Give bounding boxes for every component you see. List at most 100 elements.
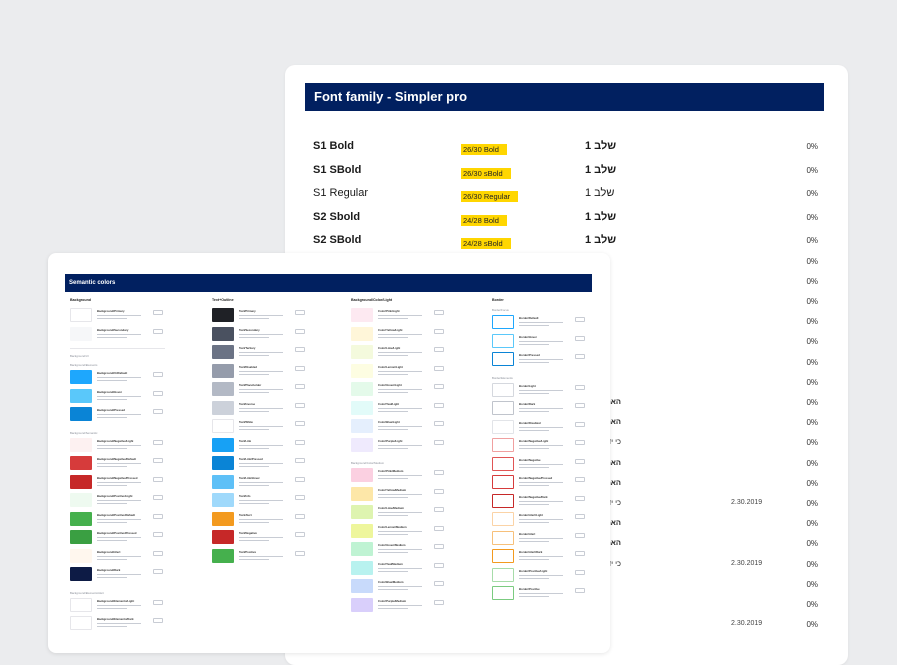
- color-token: Border/Light: [492, 382, 610, 402]
- token-name: Color/Purple/Medium: [378, 598, 407, 603]
- token-description: [239, 315, 283, 316]
- letter-spacing-value: 0%: [806, 337, 818, 347]
- group-label: Background/Elements: [70, 363, 98, 367]
- type-row: 0%: [313, 353, 818, 375]
- letter-spacing-value: 0%: [806, 539, 818, 549]
- color-token: Border/Alert: [492, 530, 610, 550]
- token-description: [239, 463, 283, 464]
- color-token: Background/Dark: [70, 567, 202, 586]
- letter-spacing-value: 0%: [806, 478, 818, 488]
- token-description: [519, 593, 563, 594]
- color-swatch: [70, 493, 92, 507]
- token-description: [378, 512, 422, 513]
- token-description: [378, 515, 408, 516]
- letter-spacing-value: 0%: [806, 438, 818, 448]
- token-tag: [575, 354, 585, 359]
- token-description: [378, 530, 422, 532]
- token-name: Color/Blue/Medium: [378, 580, 404, 584]
- color-swatch: [492, 586, 514, 600]
- token-name: Border/Light: [519, 383, 536, 388]
- color-column: Background/Color/Light Color/Pink/Light Co…: [351, 298, 483, 616]
- color-token: Background/Alert: [70, 548, 202, 568]
- color-column: Text+Outline Text/Primary Text/Secondary Te…: [212, 298, 344, 567]
- token-tag: [434, 402, 444, 408]
- token-tag: [575, 532, 585, 538]
- color-token: Color/Lime/Light: [351, 345, 483, 364]
- token-description: [519, 519, 563, 520]
- token-tag: [434, 384, 444, 389]
- token-description: [97, 558, 127, 560]
- token-tag: [153, 390, 163, 396]
- token-description: [519, 500, 563, 502]
- token-description: [97, 315, 141, 316]
- token-tag: [295, 347, 305, 352]
- token-name: Border/Alert/Dark: [519, 550, 543, 554]
- token-tag: [575, 403, 585, 408]
- token-description: [378, 586, 422, 587]
- token-description: [97, 518, 141, 520]
- token-description: [239, 389, 283, 390]
- token-tag: [153, 618, 163, 623]
- token-tag: [295, 532, 305, 537]
- color-swatch: [492, 438, 514, 452]
- token-description: [239, 318, 269, 319]
- token-name: Text/Link: [239, 438, 252, 443]
- token-description: [519, 503, 549, 505]
- color-token: Border/Positive/Light: [492, 567, 610, 587]
- token-name: Border/Disabled: [519, 420, 541, 425]
- letter-spacing-value: 0%: [806, 498, 818, 508]
- token-description: [239, 558, 269, 560]
- color-token: Color/Green/Medium: [351, 542, 483, 561]
- token-tag: [295, 439, 305, 445]
- color-token: Text/Secondary: [212, 326, 344, 346]
- token-tag: [153, 476, 163, 482]
- token-description: [239, 521, 269, 523]
- token-description: [519, 482, 563, 483]
- type-date: 2.30.2019: [731, 498, 763, 506]
- token-description: [97, 604, 141, 606]
- color-token: Text/Link/Hover: [212, 474, 344, 494]
- token-name: Color/Teal/Light: [378, 401, 400, 406]
- color-swatch: [212, 437, 234, 452]
- token-description: [97, 607, 127, 609]
- token-tag: [153, 409, 163, 414]
- token-name: Text/Placeholder: [239, 383, 262, 387]
- token-description: [97, 500, 141, 501]
- token-name: Color/Blue/Light: [378, 420, 400, 424]
- token-description: [378, 370, 422, 372]
- token-tag: [434, 328, 444, 334]
- type-row: S2 SBold 24/28 sBold שלב 1 0%: [313, 231, 818, 253]
- token-description: [97, 540, 127, 541]
- token-tag: [434, 439, 444, 445]
- token-name: Text/Info: [239, 494, 251, 498]
- color-token: Background/Negative/Default: [70, 456, 202, 475]
- type-sample: שלב 1: [585, 187, 615, 199]
- token-name: Color/Teal/Medium: [378, 561, 403, 566]
- token-description: [519, 537, 563, 539]
- token-name: Text/Inverse: [239, 401, 256, 406]
- token-description: [519, 445, 563, 446]
- color-swatch: [70, 456, 92, 470]
- token-tag: [575, 495, 585, 501]
- letter-spacing-value: 0%: [806, 236, 818, 245]
- token-description: [97, 336, 127, 338]
- color-token: Background/Pressed: [70, 407, 202, 426]
- token-tag: [434, 488, 444, 494]
- token-name: Background/Primary: [97, 309, 125, 313]
- color-swatch: [351, 363, 373, 378]
- type-row: 0%: [313, 575, 818, 597]
- token-description: [519, 429, 549, 431]
- token-name: Border/Negative/Dark: [519, 494, 548, 499]
- token-name: Border/Negative: [519, 457, 541, 462]
- token-description: [239, 355, 269, 356]
- semantic-colors-card: Semantic colors Background Background/Pri…: [48, 253, 610, 653]
- token-description: [239, 336, 269, 338]
- token-description: [239, 373, 269, 375]
- type-row: 0%: [313, 312, 818, 334]
- token-name: Border/Negative/Light: [519, 439, 549, 443]
- color-token: Border/Default: [492, 315, 610, 334]
- token-description: [519, 577, 549, 579]
- token-description: [519, 556, 563, 557]
- letter-spacing-value: 0%: [806, 142, 818, 151]
- token-description: [97, 484, 127, 486]
